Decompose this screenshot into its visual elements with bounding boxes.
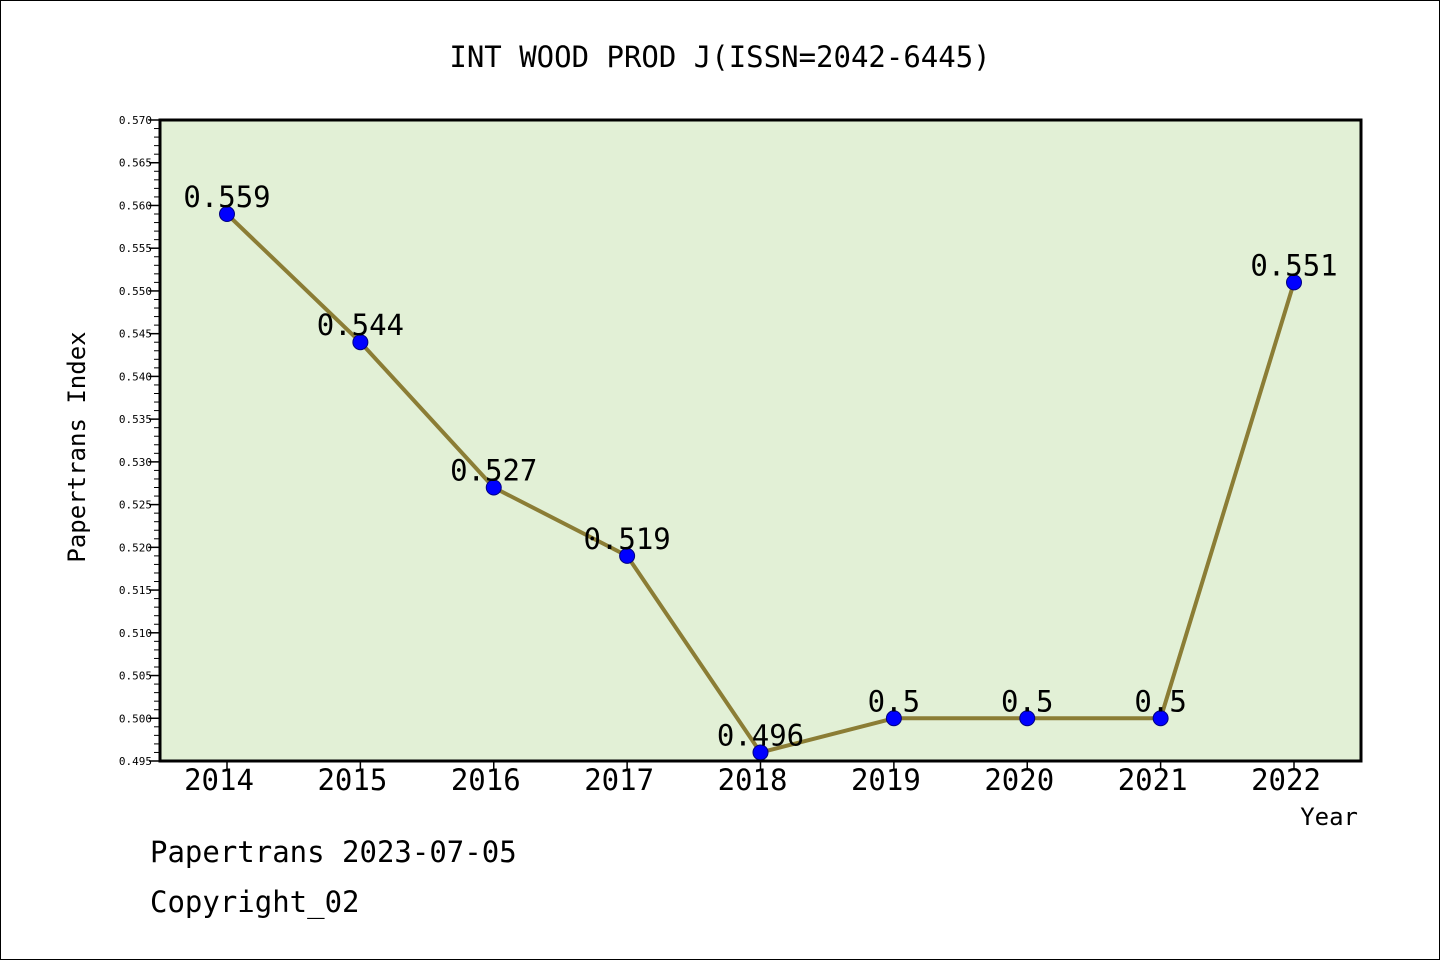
data-label: 0.5 xyxy=(1001,684,1053,718)
x-axis-label: Year xyxy=(1300,803,1358,831)
data-label: 0.544 xyxy=(317,308,404,342)
y-tick-label: 0.510 xyxy=(119,627,152,640)
chart-title: INT WOOD PROD J(ISSN=2042-6445) xyxy=(449,40,990,74)
x-tick-label: 2022 xyxy=(1251,763,1321,797)
data-point xyxy=(1019,710,1036,727)
y-tick-label: 0.545 xyxy=(119,328,152,341)
y-tick-label: 0.570 xyxy=(119,114,152,127)
x-tick-label: 2014 xyxy=(184,763,254,797)
y-tick-label: 0.505 xyxy=(119,670,152,683)
data-label: 0.527 xyxy=(450,454,537,488)
y-tick-label: 0.535 xyxy=(119,413,152,426)
y-tick-label: 0.565 xyxy=(119,157,152,170)
data-point xyxy=(485,479,502,496)
plot-frame xyxy=(158,118,1363,763)
data-label: 0.551 xyxy=(1250,248,1337,282)
series-markers xyxy=(219,206,1302,761)
footer-source-date: Papertrans 2023-07-05 xyxy=(150,835,517,869)
x-tick-label: 2021 xyxy=(1118,763,1188,797)
data-point xyxy=(885,710,902,727)
y-tick-label: 0.495 xyxy=(119,755,152,768)
data-labels: 0.559 0.544 0.527 0.519 0.496 0.5 0.5 0.5 0.551 xyxy=(183,180,1337,752)
data-label: 0.559 xyxy=(183,180,270,214)
x-tick-label: 2016 xyxy=(451,763,521,797)
y-tick-label: 0.555 xyxy=(119,242,152,255)
data-point xyxy=(219,206,235,223)
y-tick-label: 0.560 xyxy=(119,199,152,212)
data-label: 0.5 xyxy=(1134,684,1186,718)
data-point xyxy=(352,334,369,351)
data-point xyxy=(1286,274,1302,291)
x-tick-label: 2018 xyxy=(718,763,788,797)
y-tick-label: 0.550 xyxy=(119,285,152,298)
y-tick-label: 0.520 xyxy=(119,541,152,554)
y-tick-label: 0.500 xyxy=(119,712,152,725)
plot-area xyxy=(160,120,1361,761)
x-tick-label: 2017 xyxy=(584,763,654,797)
data-label: 0.5 xyxy=(868,684,920,718)
y-tick-label: 0.515 xyxy=(119,584,152,597)
data-point xyxy=(619,547,636,564)
x-axis-tick-labels: 2014 2015 2016 2017 2018 2019 2020 2021 2022 xyxy=(184,761,1321,797)
y-axis-ticks: 0.495 0.500 0.505 0.510 0.515 0.520 0.525 0.530… xyxy=(119,114,160,768)
y-tick-label: 0.530 xyxy=(119,456,152,469)
data-label: 0.519 xyxy=(583,522,670,556)
footer-copyright: Copyright_02 xyxy=(150,885,360,919)
y-axis-label: Papertrans Index xyxy=(63,331,91,562)
data-label: 0.496 xyxy=(717,718,804,752)
x-tick-label: 2020 xyxy=(984,763,1054,797)
x-tick-label: 2015 xyxy=(317,763,387,797)
y-tick-label: 0.540 xyxy=(119,370,152,383)
data-point xyxy=(1152,710,1169,727)
y-tick-label: 0.525 xyxy=(119,499,152,512)
x-tick-label: 2019 xyxy=(851,763,921,797)
